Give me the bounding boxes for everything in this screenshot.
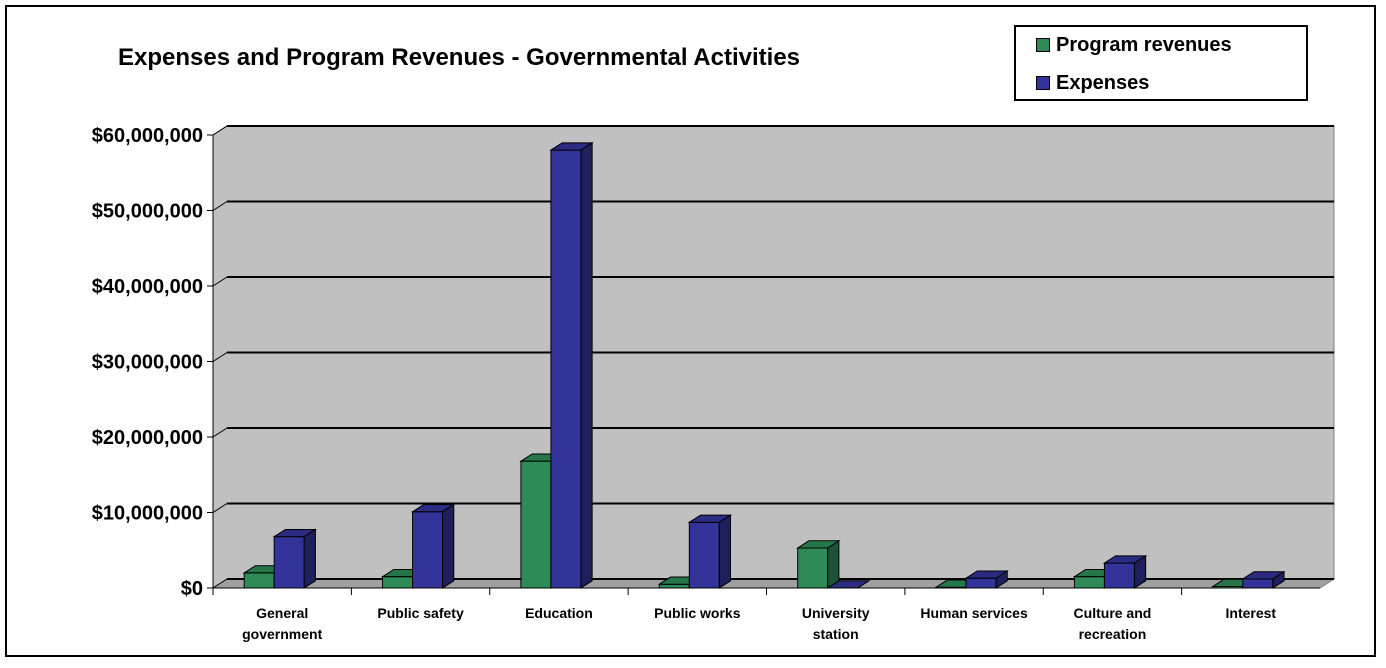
legend-label-program-revenues: Program revenues	[1056, 33, 1232, 56]
x-category-label: government	[242, 626, 322, 642]
gridline-diag	[212, 427, 228, 438]
bar-expenses	[273, 536, 305, 589]
x-category-label: University	[802, 605, 870, 621]
gridline-diag	[212, 352, 228, 362]
x-category-label: General	[256, 605, 308, 621]
x-category-label: station	[813, 626, 859, 642]
bar-program-revenues	[1073, 576, 1105, 589]
bar-program-revenues	[658, 583, 690, 589]
bar-side	[303, 528, 316, 589]
y-tick-label: $0	[181, 578, 203, 600]
gridline-diag	[212, 503, 228, 513]
legend-item-program-revenues: Program revenues	[1036, 33, 1232, 57]
legend-swatch-expenses	[1036, 76, 1050, 90]
y-tick-label: $40,000,000	[92, 276, 203, 298]
x-category-label: Human services	[920, 605, 1028, 621]
bar-program-revenues	[797, 547, 829, 589]
bar-expenses	[965, 577, 997, 589]
x-category-label: Interest	[1226, 605, 1277, 621]
bar-expenses	[412, 511, 444, 589]
bar-expenses	[550, 149, 582, 589]
bar-side	[857, 580, 870, 589]
plot-floor	[211, 578, 1336, 589]
bar-program-revenues	[520, 460, 552, 589]
y-tick-label: $60,000,000	[92, 125, 203, 147]
bar-side	[718, 514, 732, 589]
bar-side	[580, 141, 593, 589]
chart-title: Expenses and Program Revenues - Governme…	[118, 44, 801, 71]
x-category-label: recreation	[1079, 626, 1147, 642]
x-category-label: Public works	[654, 605, 741, 621]
bar-side	[995, 570, 1008, 589]
gridline-diag	[212, 276, 228, 287]
legend: Program revenues Expenses	[1014, 25, 1308, 101]
legend-label-expenses: Expenses	[1056, 71, 1150, 94]
gridline-diag	[212, 125, 228, 136]
legend-swatch-program-revenues	[1036, 38, 1050, 52]
bar-side	[442, 503, 455, 589]
bar-program-revenues	[243, 572, 275, 589]
gridline-diag	[212, 578, 228, 589]
bar-program-revenues	[382, 576, 414, 589]
bar-side	[1272, 570, 1285, 589]
x-category-label: Education	[525, 605, 593, 621]
plot-wall	[212, 125, 1335, 589]
bar-expenses	[688, 521, 720, 589]
y-tick-label: $30,000,000	[92, 352, 203, 374]
x-category-label: Culture and	[1074, 605, 1152, 621]
gridline-diag	[212, 201, 228, 211]
y-tick-label: $50,000,000	[92, 201, 203, 223]
legend-item-expenses: Expenses	[1036, 71, 1149, 95]
y-tick-label: $20,000,000	[92, 427, 203, 449]
bar-expenses	[1242, 578, 1274, 589]
bar-side	[827, 539, 840, 589]
bar-expenses	[1103, 562, 1135, 589]
x-category-label: Public safety	[377, 605, 464, 621]
y-tick-label: $10,000,000	[92, 503, 203, 525]
bar-side	[1133, 554, 1147, 589]
